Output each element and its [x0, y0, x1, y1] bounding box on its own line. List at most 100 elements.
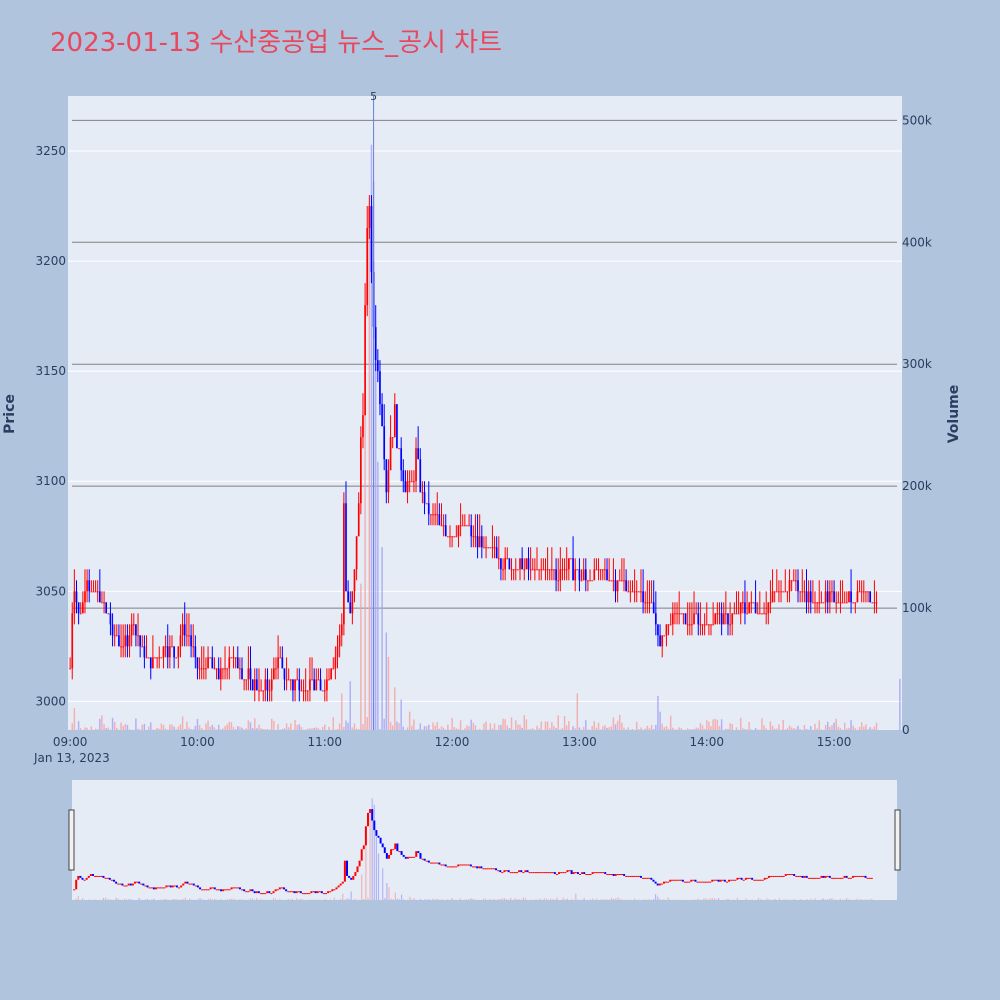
volume-bar — [824, 725, 827, 730]
candle-body — [298, 679, 301, 691]
candle-body — [207, 657, 209, 669]
candle-body — [550, 569, 553, 571]
volume-bar — [411, 725, 413, 730]
slider-volume-bar — [833, 899, 835, 900]
slider-volume-bar — [107, 899, 109, 900]
candle-body — [553, 569, 555, 571]
slider-candle — [774, 875, 777, 877]
slider-volume-bar — [518, 899, 520, 900]
candle-body — [676, 613, 678, 615]
volume-bar — [727, 729, 729, 730]
volume-bar — [224, 726, 226, 730]
volume-bar — [708, 721, 710, 730]
slider-candle — [679, 879, 682, 881]
slider-volume-bar — [384, 898, 386, 900]
candle-body — [483, 547, 485, 549]
volume-bar — [425, 726, 428, 730]
volume-bar — [559, 729, 562, 730]
candle-body — [635, 591, 638, 593]
volume-bar — [213, 727, 216, 730]
y2-axis-title: Volume — [946, 385, 962, 444]
volume-bar — [790, 727, 793, 730]
candle-body — [625, 580, 627, 592]
candle-body — [495, 547, 498, 559]
slider-volume-bar — [375, 836, 377, 900]
candle-body — [654, 613, 657, 625]
slider-candle — [182, 883, 185, 886]
volume-bar — [211, 724, 214, 730]
slider-candle — [169, 885, 172, 888]
candle-body — [621, 580, 623, 582]
candle-body — [865, 591, 867, 593]
volume-bar — [818, 720, 820, 730]
volume-bar — [672, 727, 674, 730]
candle-body — [272, 668, 275, 680]
volume-bar — [220, 729, 222, 730]
slider-candle — [788, 874, 791, 876]
slider-volume-bar — [600, 899, 602, 900]
y2-tick-label: 500k — [902, 113, 932, 127]
slider-candle — [784, 874, 787, 876]
slider-volume-bar — [199, 898, 201, 900]
slider-volume-bar — [514, 898, 516, 900]
volume-bar — [606, 727, 608, 730]
slider-candle — [417, 851, 420, 854]
volume-bar — [116, 728, 118, 730]
candle-body — [856, 591, 859, 603]
candle-body — [319, 679, 322, 691]
slider-candle — [572, 872, 575, 875]
slider-volume-bar — [583, 898, 585, 900]
candle-body — [262, 690, 265, 692]
slider-volume-bar — [400, 894, 403, 900]
range-slider[interactable] — [68, 780, 901, 900]
slider-volume-bar — [172, 899, 174, 900]
volume-bar — [374, 364, 377, 730]
volume-bar — [311, 728, 313, 730]
candle-body — [457, 525, 460, 537]
range-slider-right-handle[interactable] — [894, 809, 901, 871]
slider-volume-bar — [333, 897, 336, 900]
slider-candle — [650, 877, 653, 880]
volume-bar — [245, 728, 248, 730]
candle-body — [818, 602, 821, 604]
candle-body — [805, 591, 808, 603]
candle-body — [313, 679, 316, 691]
volume-bar — [529, 728, 532, 730]
slider-candle — [387, 854, 390, 859]
volume-bar — [865, 724, 867, 730]
volume-bar — [485, 721, 487, 730]
slider-volume-bar — [736, 897, 739, 900]
slider-candle — [385, 853, 388, 859]
candle-body — [444, 525, 447, 537]
candle-body — [417, 448, 420, 460]
slider-volume-bar — [806, 899, 808, 900]
volume-bar — [631, 728, 634, 730]
slider-volume-bar — [575, 893, 577, 900]
slider-candle — [310, 891, 313, 894]
slider-volume-bar — [715, 899, 718, 900]
candle-body — [160, 657, 163, 659]
slider-volume-bar — [411, 899, 413, 900]
range-slider-left-handle[interactable] — [68, 809, 75, 871]
volume-bar — [761, 718, 763, 730]
candle-body — [860, 591, 863, 593]
slider-volume-bar — [365, 845, 367, 900]
candle-body — [194, 646, 197, 658]
slider-candle — [232, 887, 235, 889]
candle-body — [854, 602, 857, 604]
slider-candle — [343, 860, 346, 882]
candle-body — [222, 668, 224, 670]
candle-body — [109, 613, 112, 625]
candle-body — [205, 668, 207, 670]
candle-body — [667, 624, 670, 626]
slider-volume-bar — [613, 899, 615, 900]
volume-bar — [773, 728, 776, 730]
slider-candle — [631, 875, 634, 877]
slider-candle — [662, 881, 665, 884]
slider-candle — [602, 872, 605, 874]
volume-bar — [689, 729, 691, 730]
slider-candle — [335, 887, 338, 890]
slider-candle — [91, 874, 94, 876]
slider-volume-bar — [608, 899, 611, 900]
slider-candle — [404, 856, 407, 859]
